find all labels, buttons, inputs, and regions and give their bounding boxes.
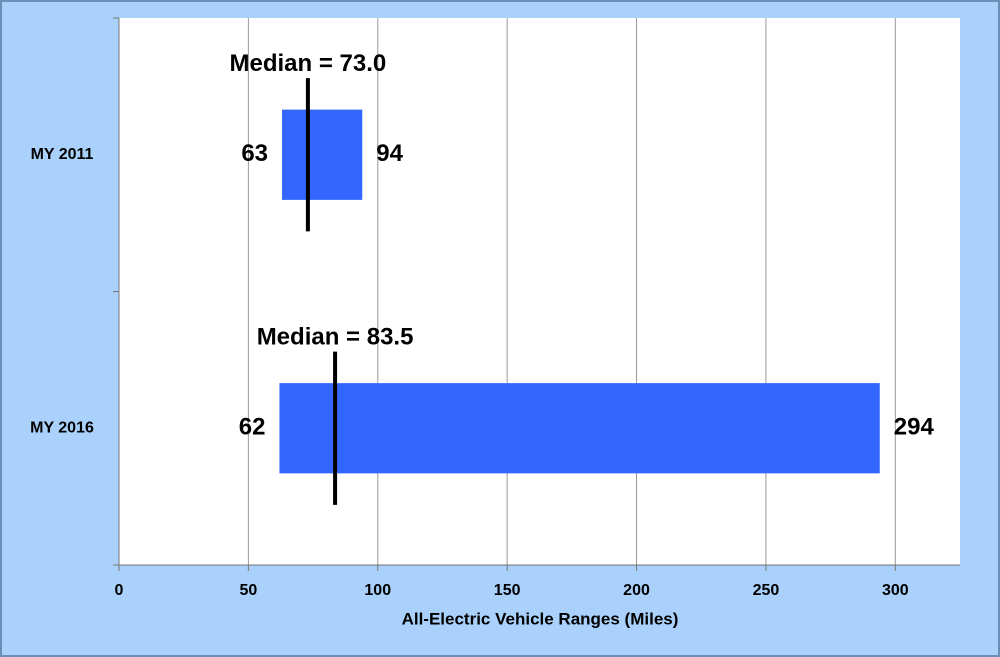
low-label: 63 [241, 140, 268, 167]
x-tick-label: 200 [623, 582, 650, 599]
x-tick-label: 0 [115, 582, 124, 599]
x-tick-label: 250 [753, 582, 780, 599]
x-tick-label: 100 [364, 582, 391, 599]
y-tick-label: MY 2011 [31, 146, 94, 163]
x-tick-label: 150 [494, 582, 521, 599]
x-axis-label: All-Electric Vehicle Ranges (Miles) [402, 609, 679, 628]
median-label: Median = 83.5 [257, 323, 414, 350]
x-tick-label: 50 [239, 582, 257, 599]
range-bar [279, 383, 880, 474]
high-label: 294 [894, 414, 935, 441]
y-tick-label: MY 2016 [30, 419, 94, 436]
x-tick-label: 300 [882, 582, 909, 599]
median-label: Median = 73.0 [230, 50, 387, 77]
high-label: 94 [376, 140, 403, 167]
range-bar [282, 109, 363, 200]
low-label: 62 [239, 414, 266, 441]
plot-area [119, 18, 960, 565]
